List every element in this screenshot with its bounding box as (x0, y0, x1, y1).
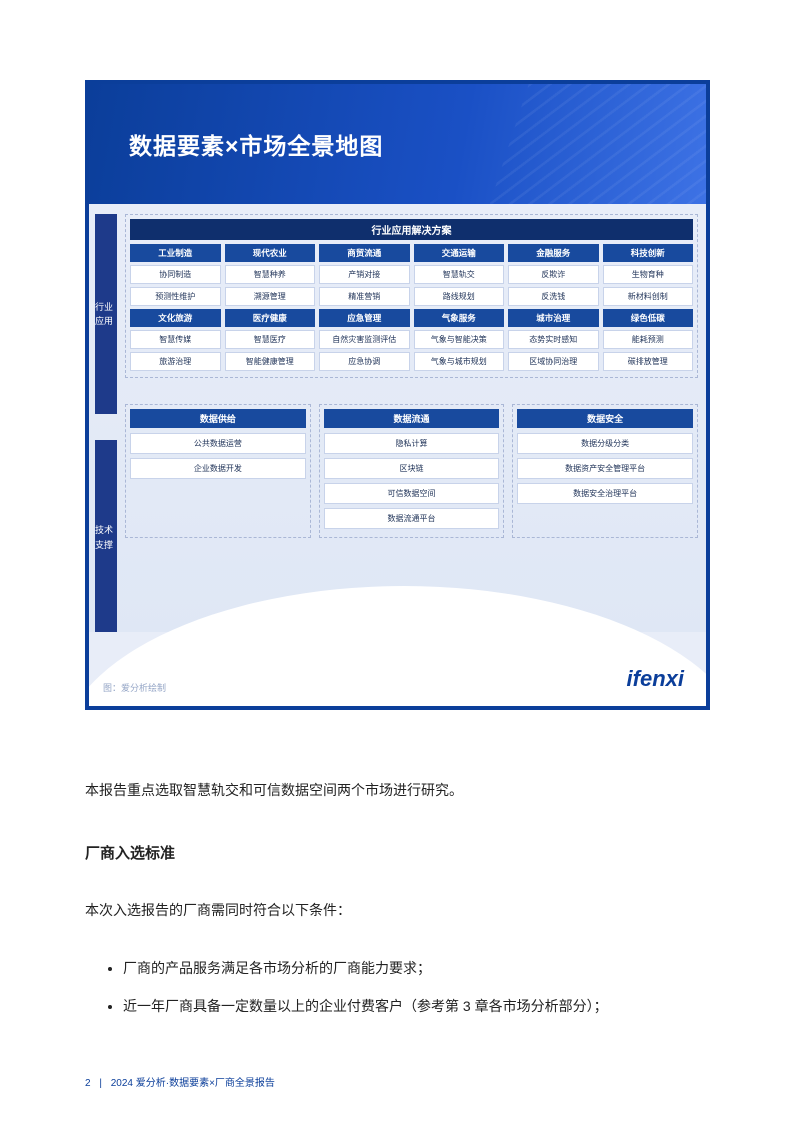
category-head: 医疗健康 (225, 309, 316, 327)
category-head: 应急管理 (319, 309, 410, 327)
category-cell: 智慧医疗 (225, 330, 316, 349)
category-cell: 产销对接 (319, 265, 410, 284)
category-cell: 应急协调 (319, 352, 410, 371)
category-cell: 态势实时感知 (508, 330, 599, 349)
category-cell: 路线规划 (414, 287, 505, 306)
category-head: 金融服务 (508, 244, 599, 262)
category-cell: 反欺诈 (508, 265, 599, 284)
category-cell: 旅游治理 (130, 352, 221, 371)
tech-cell: 数据分级分类 (517, 433, 693, 454)
category-head: 商贸流通 (319, 244, 410, 262)
diagram-header: 数据要素×市场全景地图 (89, 84, 706, 204)
category-cell: 智能健康管理 (225, 352, 316, 371)
tech-panel-head: 数据安全 (517, 409, 693, 428)
tech-panel-head: 数据流通 (324, 409, 500, 428)
category-cell: 碳排放管理 (603, 352, 694, 371)
category-cell: 新材料创制 (603, 287, 694, 306)
category-head: 现代农业 (225, 244, 316, 262)
tech-panel: 数据供给公共数据运营企业数据开发 (125, 404, 311, 538)
category-cell: 溯源管理 (225, 287, 316, 306)
bullet-item: 近一年厂商具备一定数量以上的企业付费客户（参考第 3 章各市场分析部分）； (123, 996, 710, 1016)
apps-panel: 行业应用解决方案 工业制造协同制造预测性维护文化旅游智慧传媒旅游治理现代农业智慧… (125, 214, 698, 378)
tech-cell: 公共数据运营 (130, 433, 306, 454)
page-footer: 2 | 2024 爱分析·数据要素×厂商全景报告 (85, 1074, 275, 1089)
category-head: 科技创新 (603, 244, 694, 262)
footer-sep: | (99, 1078, 102, 1089)
apps-column: 商贸流通产销对接精准营销应急管理自然灾害监测评估应急协调 (319, 244, 410, 371)
apps-column: 交通运输智慧轨交路线规划气象服务气象与智能决策气象与城市规划 (414, 244, 505, 371)
bullet-list: 厂商的产品服务满足各市场分析的厂商能力要求； 近一年厂商具备一定数量以上的企业付费… (85, 940, 710, 1016)
market-map-diagram: 数据要素×市场全景地图 行业应用 技术支撑 行业应用解决方案 工业制造协同制造预… (85, 80, 710, 710)
category-cell: 智慧传媒 (130, 330, 221, 349)
paragraph: 本报告重点选取智慧轨交和可信数据空间两个市场进行研究。 (85, 780, 710, 800)
category-head: 文化旅游 (130, 309, 221, 327)
tech-cell: 数据资产安全管理平台 (517, 458, 693, 479)
apps-panel-title: 行业应用解决方案 (130, 219, 693, 240)
footer-label: 2024 爱分析·数据要素×厂商全景报告 (111, 1078, 275, 1089)
category-cell: 区域协同治理 (508, 352, 599, 371)
category-head: 工业制造 (130, 244, 221, 262)
category-cell: 自然灾害监测评估 (319, 330, 410, 349)
tech-cell: 企业数据开发 (130, 458, 306, 479)
brand-logo: ifenxi (627, 666, 684, 692)
vertical-tab-tech: 技术支撑 (95, 440, 117, 635)
tech-cell: 数据安全治理平台 (517, 483, 693, 504)
category-cell: 气象与城市规划 (414, 352, 505, 371)
apps-column: 工业制造协同制造预测性维护文化旅游智慧传媒旅游治理 (130, 244, 221, 371)
category-cell: 精准营销 (319, 287, 410, 306)
apps-column: 金融服务反欺诈反洗钱城市治理态势实时感知区域协同治理 (508, 244, 599, 371)
category-head: 城市治理 (508, 309, 599, 327)
category-cell: 协同制造 (130, 265, 221, 284)
category-cell: 能耗预测 (603, 330, 694, 349)
tech-cell: 区块链 (324, 458, 500, 479)
apps-column: 现代农业智慧种养溯源管理医疗健康智慧医疗智能健康管理 (225, 244, 316, 371)
vertical-tab-label: 行业应用 (95, 300, 117, 329)
category-cell: 生物育种 (603, 265, 694, 284)
tech-cell: 可信数据空间 (324, 483, 500, 504)
vertical-tab-industry: 行业应用 (95, 214, 117, 414)
diagram-body: 行业应用 技术支撑 行业应用解决方案 工业制造协同制造预测性维护文化旅游智慧传媒… (89, 204, 706, 636)
tech-panel-head: 数据供给 (130, 409, 306, 428)
bullet-item: 厂商的产品服务满足各市场分析的厂商能力要求； (123, 958, 710, 978)
category-cell: 反洗钱 (508, 287, 599, 306)
category-head: 绿色低碳 (603, 309, 694, 327)
category-cell: 智慧轨交 (414, 265, 505, 284)
category-cell: 智慧种养 (225, 265, 316, 284)
category-cell: 气象与智能决策 (414, 330, 505, 349)
page-number: 2 (85, 1078, 91, 1089)
category-cell: 预测性维护 (130, 287, 221, 306)
apps-column: 科技创新生物育种新材料创制绿色低碳能耗预测碳排放管理 (603, 244, 694, 371)
section-heading: 厂商入选标准 (85, 842, 710, 863)
diagram-credit: 图：爱分析绘制 (103, 681, 166, 694)
tech-panel: 数据流通隐私计算区块链可信数据空间数据流通平台 (319, 404, 505, 538)
paragraph: 本次入选报告的厂商需同时符合以下条件： (85, 900, 710, 920)
category-head: 气象服务 (414, 309, 505, 327)
tech-cell: 数据流通平台 (324, 508, 500, 529)
category-head: 交通运输 (414, 244, 505, 262)
vertical-tab-label: 技术支撑 (95, 523, 117, 552)
tech-cell: 隐私计算 (324, 433, 500, 454)
tech-panel: 数据安全数据分级分类数据资产安全管理平台数据安全治理平台 (512, 404, 698, 538)
tech-row: 数据供给公共数据运营企业数据开发数据流通隐私计算区块链可信数据空间数据流通平台数… (125, 404, 698, 538)
diagram-footer: 图：爱分析绘制 ifenxi (89, 632, 706, 706)
apps-grid: 工业制造协同制造预测性维护文化旅游智慧传媒旅游治理现代农业智慧种养溯源管理医疗健… (130, 244, 693, 371)
diagram-title: 数据要素×市场全景地图 (129, 127, 383, 161)
